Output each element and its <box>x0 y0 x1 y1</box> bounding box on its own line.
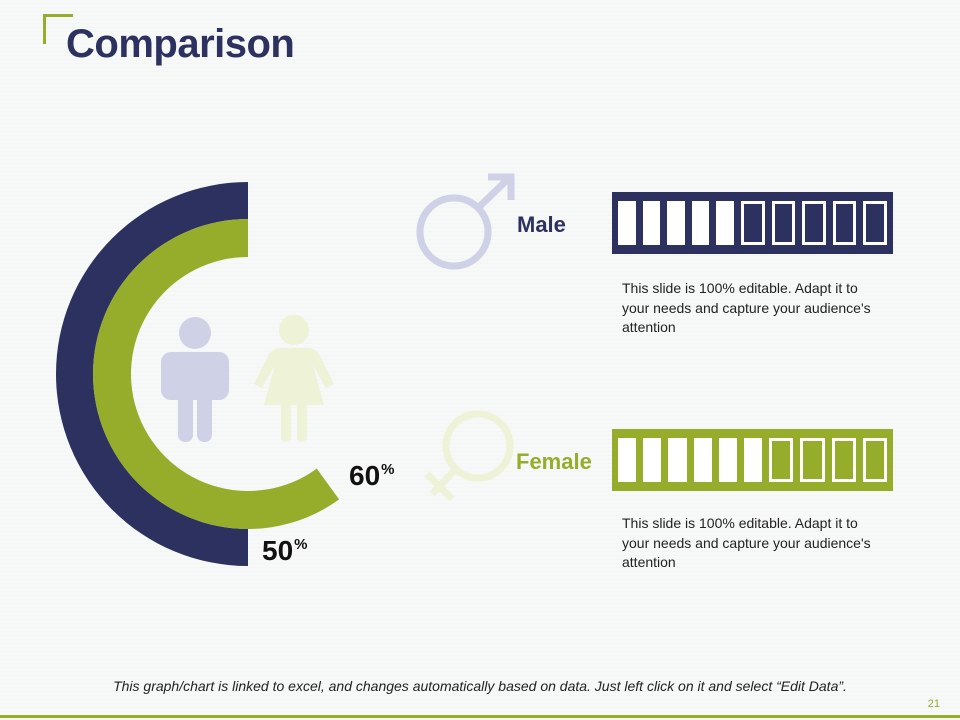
arc-series-50[interactable] <box>56 182 248 566</box>
male-description: This slide is 100% editable. Adapt it to… <box>622 280 871 335</box>
bar-segment-filled <box>642 201 661 245</box>
inner-arc-value-label: 60% <box>349 460 395 491</box>
bar-segment-empty <box>832 201 857 245</box>
page-title: Comparison <box>66 22 295 66</box>
bar-segment-filled <box>691 201 710 245</box>
male-label: Male <box>517 212 566 237</box>
female-progress-bar[interactable] <box>612 429 893 491</box>
bar-segment-empty <box>769 438 794 482</box>
bar-segment-empty <box>862 438 888 482</box>
female-label: Female <box>516 449 592 474</box>
bottom-divider <box>0 715 960 718</box>
male-progress-bar[interactable] <box>612 192 893 254</box>
bar-segment-filled <box>667 201 685 245</box>
arc-series-60[interactable] <box>92 219 340 529</box>
bar-segment-empty <box>800 438 825 482</box>
female-symbol-icon <box>424 410 514 502</box>
outer-arc-value-label: 50% <box>262 535 308 566</box>
title-corner-accent <box>43 14 73 44</box>
bar-segment-filled <box>618 438 637 482</box>
footnote: This graph/chart is linked to excel, and… <box>113 678 847 694</box>
woman-figure-icon <box>254 315 334 442</box>
bar-segment-filled <box>716 201 734 245</box>
bar-segment-filled <box>643 438 662 482</box>
bar-segment-empty <box>771 201 796 245</box>
page-number: 21 <box>927 698 940 710</box>
bar-segment-filled <box>618 201 636 245</box>
male-symbol-icon <box>416 173 515 270</box>
bar-segment-filled <box>744 438 763 482</box>
bar-segment-empty <box>802 201 826 245</box>
man-figure-icon <box>161 317 229 442</box>
bar-segment-empty <box>740 201 765 245</box>
bar-segment-empty <box>863 201 887 245</box>
bar-segment-filled <box>668 438 687 482</box>
bar-segment-empty <box>831 438 856 482</box>
bar-segment-filled <box>693 438 712 482</box>
bar-segment-filled <box>718 438 738 482</box>
female-description: This slide is 100% editable. Adapt it to… <box>622 515 871 570</box>
